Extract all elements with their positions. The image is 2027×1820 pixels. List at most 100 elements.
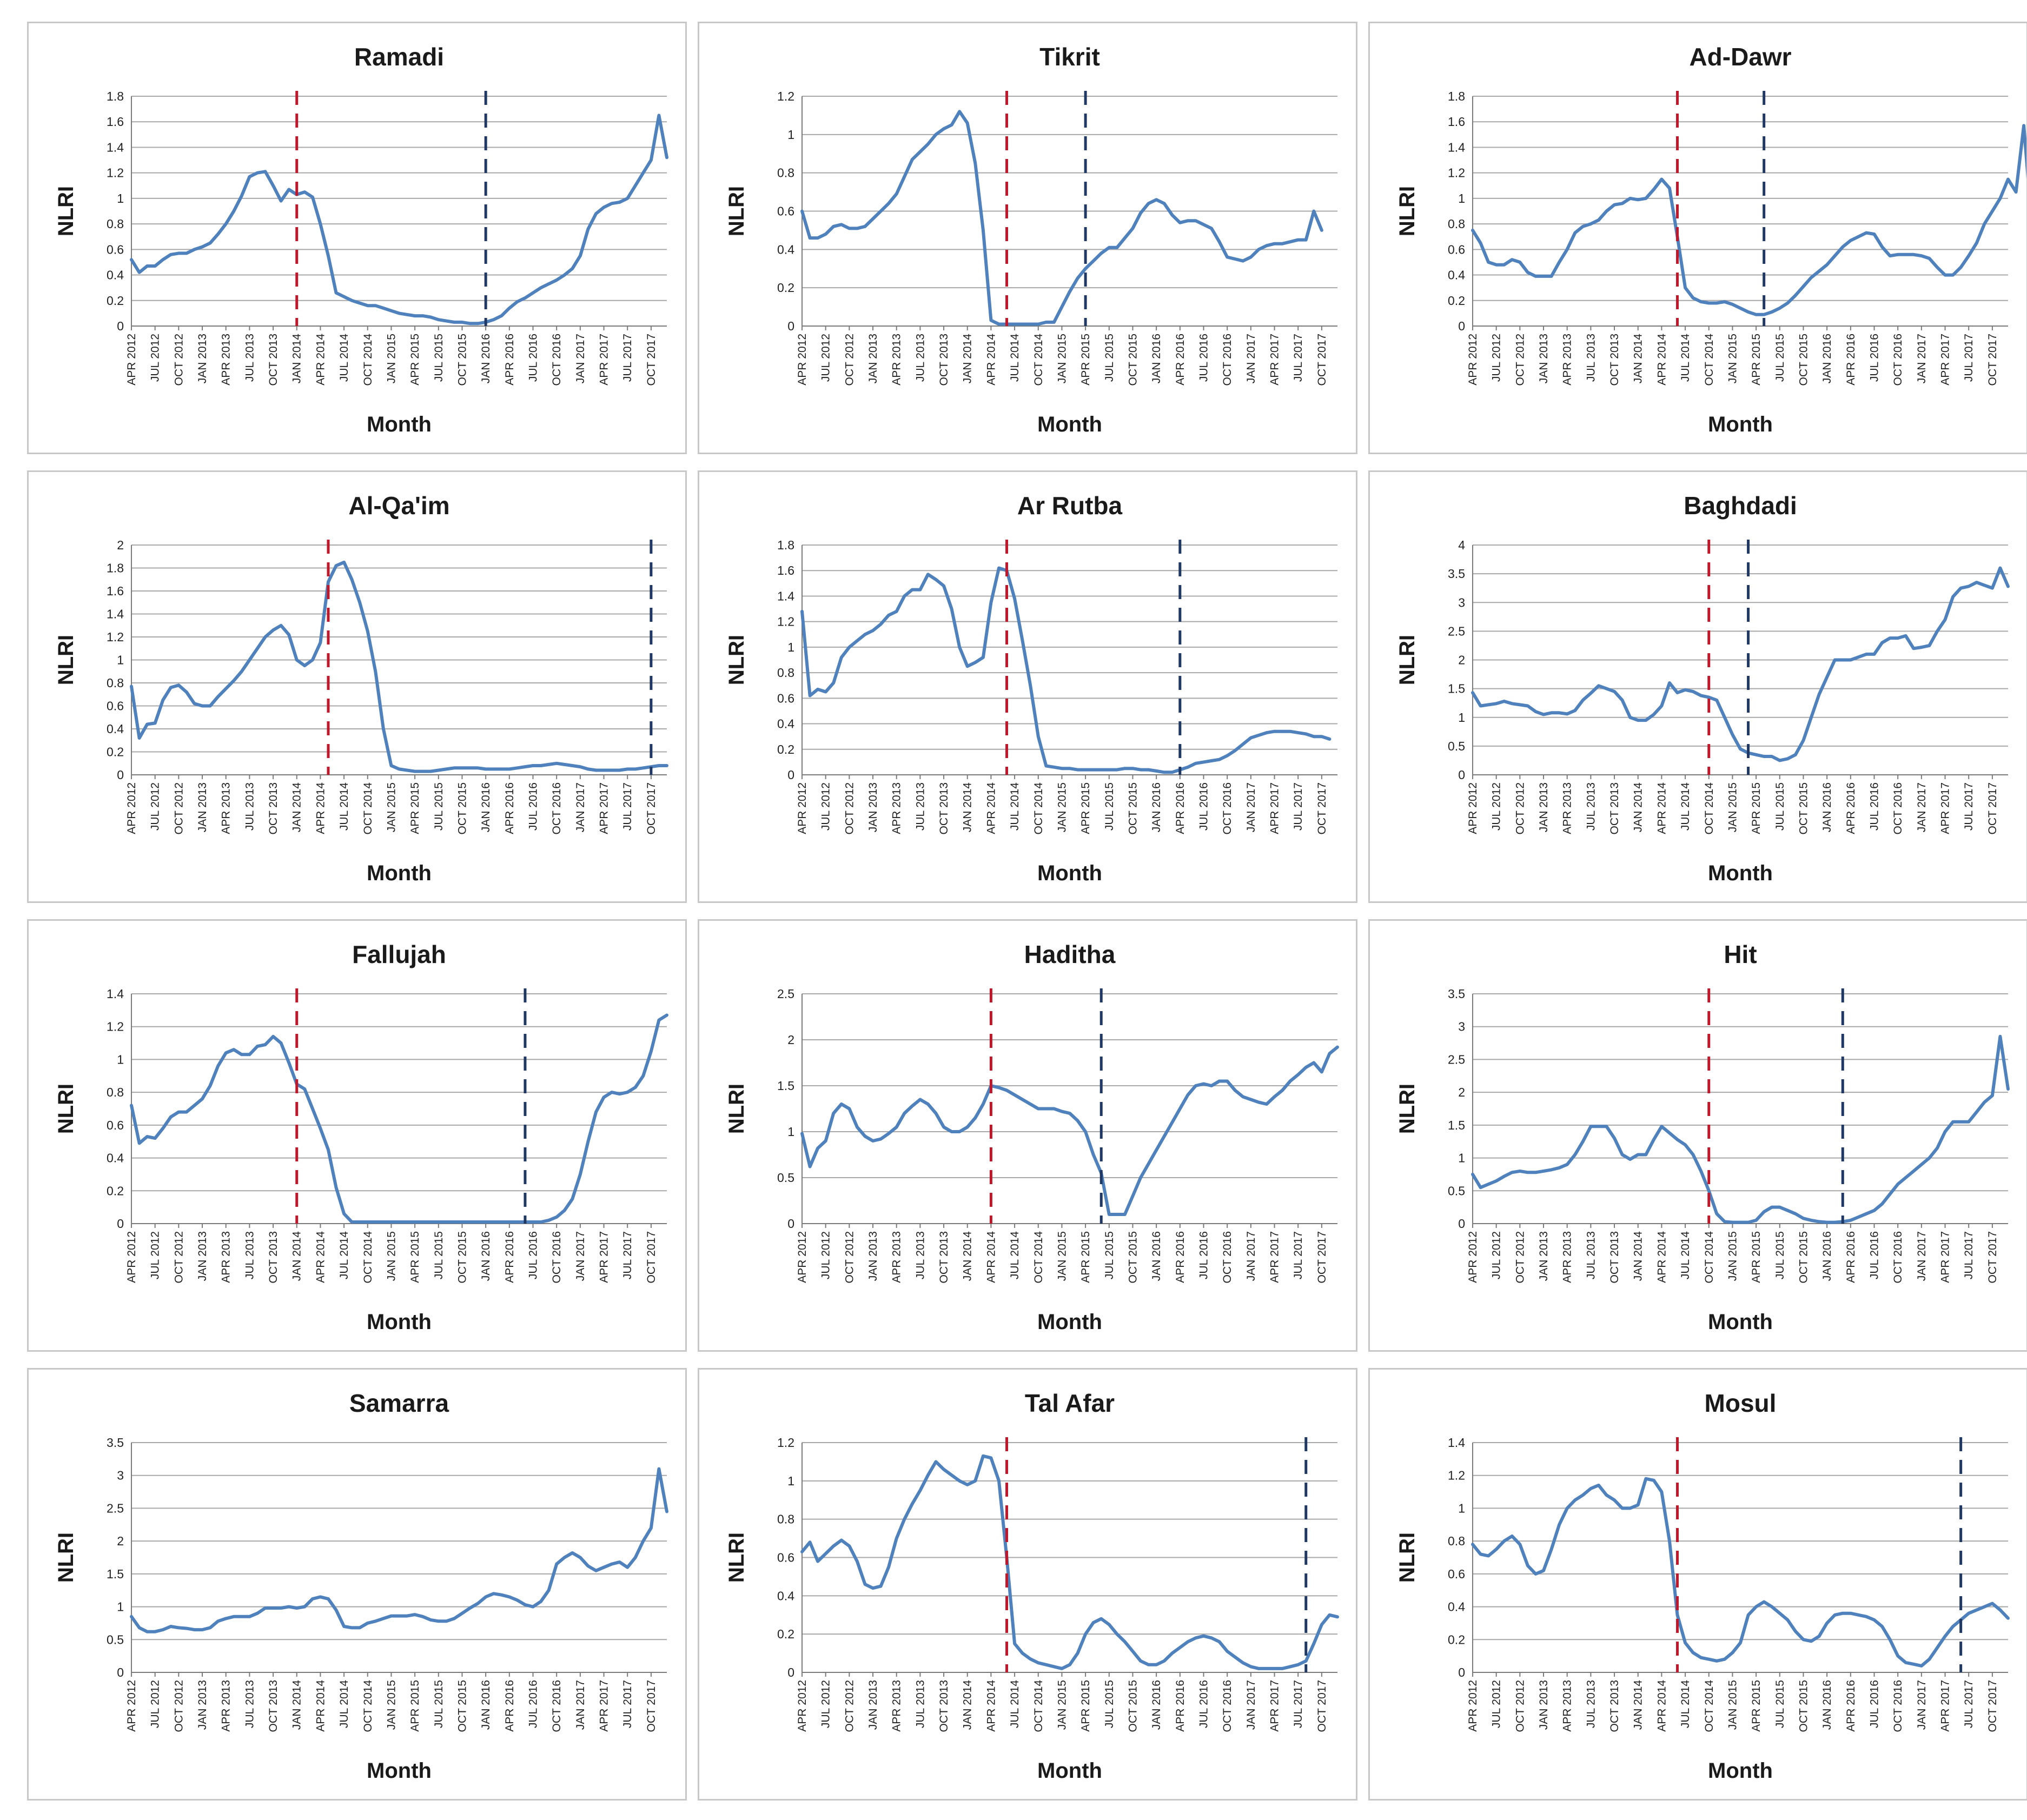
x-tick-label: APR 2015 (409, 782, 421, 834)
x-tick-label: APR 2016 (1845, 1231, 1857, 1283)
y-tick-label: 1.2 (777, 615, 794, 629)
y-tick-label: 0.4 (107, 722, 124, 736)
nlri-series-line (130, 560, 668, 773)
x-tick-label: OCT 2015 (1797, 1680, 1810, 1732)
x-tick-label: APR 2016 (504, 1231, 516, 1283)
y-tick-label: 0.4 (107, 268, 124, 282)
x-tick-label: OCT 2017 (1986, 1231, 1999, 1284)
x-tick-label: JAN 2013 (1538, 1231, 1550, 1281)
x-tick-label: APR 2012 (796, 334, 809, 386)
y-tick-label: 0 (787, 319, 794, 333)
y-tick-label: 0.2 (107, 1184, 124, 1198)
x-tick-label: APR 2015 (409, 1231, 421, 1283)
x-tick-label: JUL 2016 (1198, 782, 1210, 831)
chart-svg: Baghdadi 0 0.5 1 1.5 2 2.5 3 3.5 4 APR 2012 JUL 201… (1395, 491, 2010, 885)
chart-title: Al-Qa'im (348, 491, 449, 520)
x-tick-label: APR 2013 (220, 1231, 233, 1283)
x-tick-label: OCT 2013 (938, 334, 950, 386)
x-tick-label: APR 2017 (1939, 1231, 1952, 1283)
x-tick-label: APR 2015 (1750, 782, 1763, 834)
x-tick-label: APR 2013 (220, 334, 233, 386)
nlri-series-line (130, 1013, 668, 1224)
x-tick-label: OCT 2015 (1797, 782, 1810, 835)
y-tick-label: 0.4 (1448, 1600, 1465, 1614)
y-tick-label: 1.2 (107, 1020, 124, 1034)
x-tick-label: APR 2016 (504, 1680, 516, 1732)
nlri-series-line (1471, 566, 2010, 762)
y-tick-label: 0.2 (107, 294, 124, 308)
x-tick-label: APR 2017 (598, 1680, 611, 1732)
x-tick-label: OCT 2013 (1608, 1231, 1621, 1284)
nlri-series-line (800, 110, 1323, 326)
x-tick-label: JAN 2013 (867, 334, 879, 383)
y-tick-label: 3 (1458, 1020, 1465, 1034)
y-tick-label: 0.2 (777, 281, 794, 295)
x-tick-label: JUL 2015 (1774, 334, 1786, 382)
chart-svg: Tikrit 0 0.2 0.4 0.6 0.8 1 1.2 APR 2012 JUL 2012 O… (725, 43, 1337, 436)
y-tick-label: 1 (1458, 191, 1465, 205)
x-tick-label: JUL 2013 (1585, 782, 1597, 831)
x-tick-label: JUL 2015 (1103, 1231, 1116, 1279)
x-tick-label: APR 2015 (1750, 1231, 1763, 1283)
x-tick-label: JAN 2015 (1056, 782, 1068, 832)
x-tick-label: OCT 2017 (1986, 1680, 1999, 1732)
x-tick-label: APR 2015 (1079, 782, 1092, 834)
y-tick-label: 1 (1458, 1501, 1465, 1515)
y-tick-label: 2.5 (1448, 1052, 1465, 1066)
x-tick-label: OCT 2014 (1032, 782, 1045, 835)
nlri-series-line (1471, 1034, 2010, 1224)
y-tick-label: 1.5 (1448, 682, 1465, 696)
x-tick-label: APR 2012 (125, 334, 138, 386)
y-tick-label: 1.5 (1448, 1118, 1465, 1132)
y-tick-label: 1 (787, 128, 794, 142)
y-tick-label: 0.5 (1448, 739, 1465, 753)
x-tick-label: JUL 2015 (1103, 334, 1116, 382)
x-tick-label: OCT 2015 (456, 334, 468, 386)
x-tick-label: JUL 2013 (914, 782, 926, 831)
y-tick-label: 0.4 (777, 242, 794, 256)
x-tick-label: JAN 2014 (291, 334, 303, 384)
y-axis-label: NLRI (54, 1084, 78, 1134)
x-tick-label: JUL 2017 (1963, 334, 1975, 382)
x-tick-label: JAN 2017 (1916, 334, 1928, 383)
chart-title: Hit (1724, 940, 1757, 968)
x-tick-label: OCT 2017 (645, 1231, 658, 1284)
x-tick-label: APR 2014 (985, 334, 997, 386)
y-tick-label: 0 (117, 768, 124, 782)
x-tick-label: APR 2015 (409, 1680, 421, 1732)
x-tick-label: APR 2015 (1750, 334, 1763, 386)
x-tick-label: OCT 2017 (1316, 334, 1328, 386)
y-tick-label: 2.5 (107, 1501, 124, 1515)
x-tick-label: APR 2014 (314, 782, 327, 834)
y-tick-label: 1 (117, 1600, 124, 1614)
x-tick-label: JUL 2016 (1869, 334, 1881, 382)
x-tick-label: JAN 2016 (480, 782, 492, 832)
y-tick-label: 0 (1458, 319, 1465, 333)
x-tick-label: JAN 2015 (1726, 334, 1739, 383)
x-tick-label: OCT 2015 (1797, 334, 1810, 386)
y-axis-label: NLRI (725, 635, 748, 685)
chart-title: Ar Rutba (1017, 491, 1123, 520)
y-tick-label: 0 (787, 1665, 794, 1679)
x-tick-label: JAN 2015 (1056, 334, 1068, 383)
y-tick-label: 1.8 (107, 89, 124, 103)
y-tick-label: 2.5 (777, 987, 794, 1001)
x-tick-label: OCT 2012 (843, 334, 856, 386)
x-tick-label: APR 2017 (1939, 334, 1952, 386)
y-tick-label: 0.6 (107, 699, 124, 713)
x-tick-label: JUL 2013 (914, 1680, 926, 1728)
y-axis-label: NLRI (54, 635, 78, 685)
y-tick-label: 0.6 (777, 204, 794, 218)
x-tick-label: JUL 2012 (820, 782, 832, 831)
x-tick-label: JAN 2013 (196, 1680, 209, 1730)
x-tick-label: APR 2012 (796, 1231, 809, 1283)
x-tick-label: APR 2013 (1561, 1231, 1574, 1283)
x-tick-label: APR 2015 (1079, 1680, 1092, 1732)
y-tick-label: 2.5 (1448, 624, 1465, 638)
chart-title: Tikrit (1039, 43, 1100, 71)
y-tick-label: 1.4 (107, 987, 124, 1001)
x-tick-label: APR 2014 (985, 1231, 997, 1283)
x-tick-label: OCT 2013 (938, 1231, 950, 1284)
x-tick-label: OCT 2016 (1221, 1231, 1234, 1284)
x-tick-label: JUL 2017 (621, 1680, 634, 1728)
